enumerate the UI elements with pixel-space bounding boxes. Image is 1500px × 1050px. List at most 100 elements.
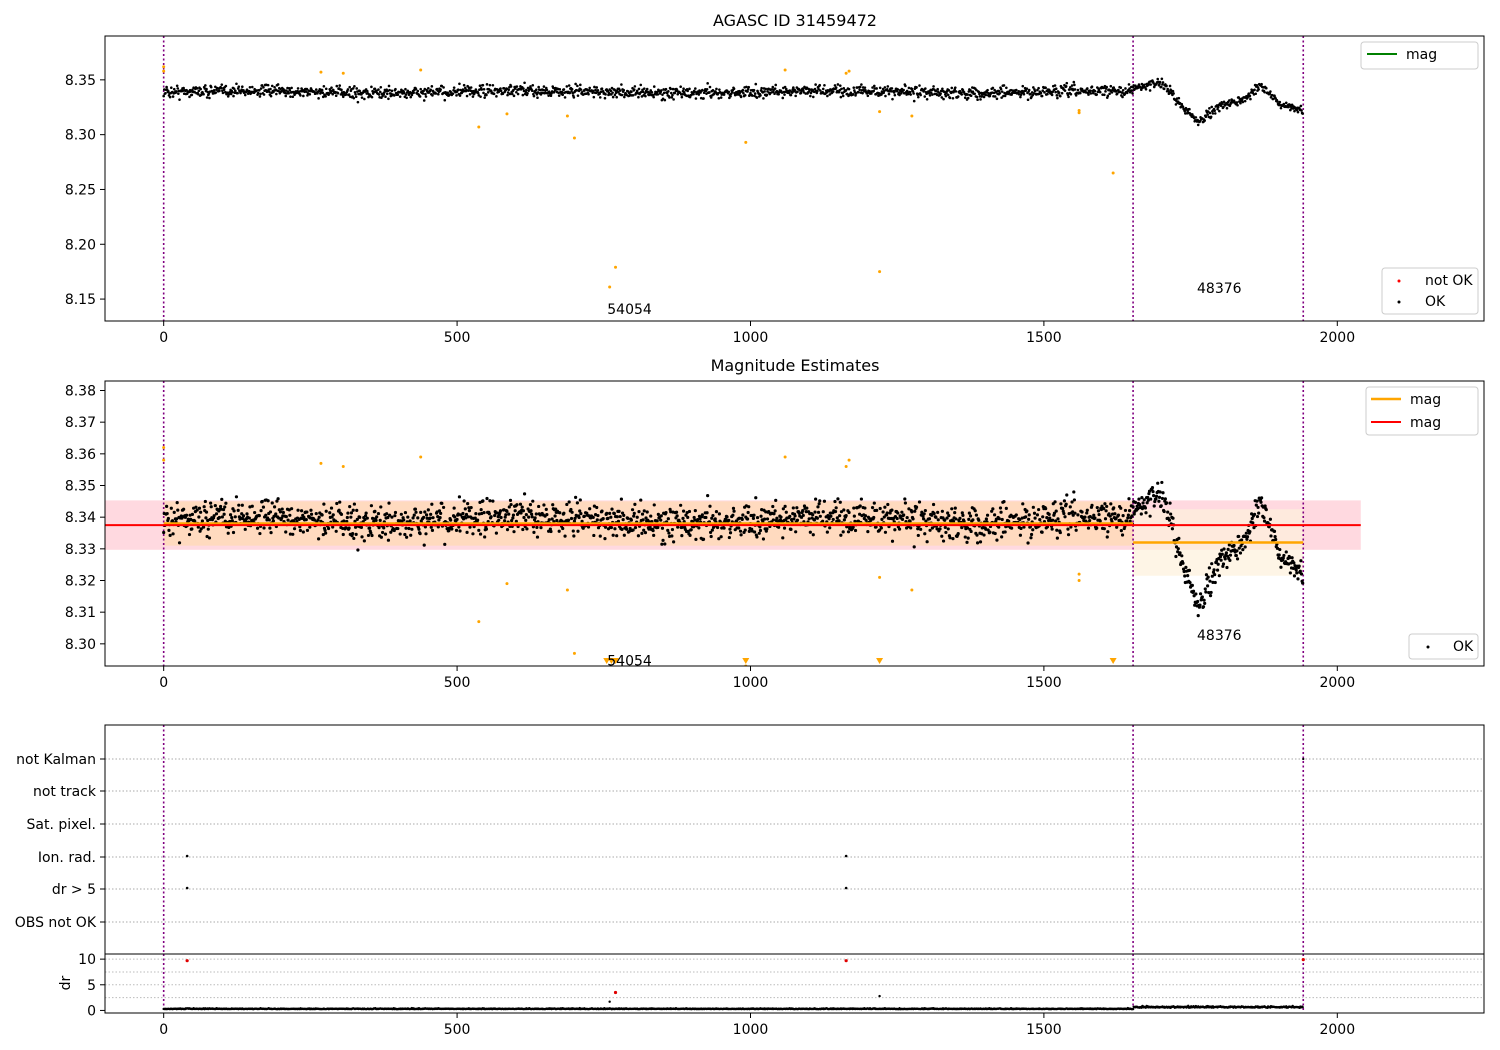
agasc-ok-point [1156, 77, 1160, 81]
magest-ok-point [1174, 554, 1178, 559]
agasc-ok-point [460, 91, 464, 95]
agasc-ok-point [170, 86, 173, 90]
agasc-ok-point [1293, 109, 1296, 113]
agasc-ok-point [1284, 101, 1288, 105]
magest-ok-point [514, 519, 518, 523]
magest-ok-point [321, 532, 325, 537]
magest-ok-point [234, 495, 239, 499]
magest-ok-point [224, 501, 228, 505]
agasc-ok-point [746, 87, 750, 91]
magest-ok-point [580, 519, 584, 523]
magest-ok-point [814, 497, 818, 501]
magest-ok-point [636, 534, 641, 538]
magest-ok-point [709, 534, 713, 539]
magest-ok-point [1178, 551, 1182, 555]
magest-ok-point [578, 509, 582, 513]
agasc-ok-point [793, 89, 797, 92]
magest-ok-point [680, 533, 684, 538]
agasc-ok-point [226, 95, 230, 98]
magest-ok-point [1203, 587, 1207, 591]
magest-ok-point [328, 511, 332, 515]
magest-excluded-point [878, 575, 882, 579]
magest-ok-point [1163, 497, 1167, 501]
agasc-ok-point [659, 89, 663, 92]
agasc-ok-point [253, 87, 256, 91]
agasc-ok-point [576, 84, 579, 88]
agasc-ok-point [893, 93, 897, 97]
agasc-ok-point [561, 93, 565, 97]
agasc-ok-point [610, 86, 614, 90]
magest-ok-point [932, 511, 936, 516]
agasc-ok-point [799, 91, 803, 95]
agasc-ok-point [236, 91, 239, 95]
agasc-ok-point [701, 88, 704, 92]
magest-ok-point [958, 516, 962, 520]
magest-ok-point [572, 534, 576, 538]
agasc-ok-point [1032, 86, 1035, 89]
agasc-ok-point [796, 90, 799, 94]
magest-ok-point [352, 502, 356, 506]
magest-ok-point [1063, 515, 1067, 519]
magest-excluded-point [844, 465, 848, 468]
magest-ok-point [1142, 498, 1146, 502]
magest-ok-point [264, 513, 268, 517]
magest-ok-point [1301, 581, 1305, 585]
agasc-ok-point [353, 90, 357, 94]
magest-ok-point [961, 513, 965, 517]
agasc-ok-point [1235, 101, 1239, 104]
agasc-ok-point [1140, 82, 1144, 86]
agasc-ok-point [1005, 86, 1008, 90]
magest-ok-point [728, 527, 732, 531]
agasc-ok-point [811, 95, 815, 99]
agasc-ok-point [222, 88, 226, 92]
agasc-ok-point [353, 84, 356, 88]
magest-ok-point [296, 508, 300, 512]
magest-ok-point [789, 527, 793, 532]
magest-ok-point [1208, 579, 1212, 583]
agasc-excluded-point [162, 69, 166, 73]
agasc-ok-point [911, 90, 915, 93]
agasc-ok-point [591, 89, 595, 93]
magest-ok-point [413, 507, 418, 511]
magest-lower-limit-marker [742, 658, 750, 664]
magest-ok-point [1245, 535, 1250, 539]
agasc-ok-point [266, 83, 270, 87]
magest-ok-point [1056, 517, 1060, 521]
magest-ok-point [890, 539, 895, 543]
magest-ok-point [1223, 557, 1227, 561]
agasc-ok-point [896, 88, 900, 91]
magest-ok-point [1292, 574, 1297, 578]
agasc-ok-point [276, 83, 280, 86]
agasc-ok-point [442, 86, 445, 89]
magest-ok-point [286, 518, 290, 522]
agasc-ok-point [221, 91, 225, 95]
magest-ok-point [383, 532, 388, 536]
magest-ok-point [1235, 557, 1240, 561]
magest-ok-point [738, 529, 743, 533]
agasc-ok-point [1033, 89, 1037, 93]
magest-ok-point [586, 525, 591, 529]
magest-ok-point [612, 511, 616, 516]
agasc-ok-point [910, 87, 914, 91]
magest-ok-point [194, 505, 198, 509]
magest-ok-point [364, 511, 368, 515]
magest-ok-point [619, 497, 623, 501]
agasc-ok-point [631, 93, 635, 97]
magest-ok-point [1040, 530, 1044, 534]
magest-ok-point [588, 507, 592, 511]
magest-ok-point [450, 527, 454, 531]
magest-ok-point [529, 509, 533, 513]
agasc-ok-point [430, 85, 434, 88]
magest-ok-point [1277, 553, 1281, 557]
magest-ok-point [1064, 502, 1068, 506]
agasc-ok-point [549, 94, 553, 98]
magest-ok-point [544, 507, 548, 511]
agasc-ok-point [891, 97, 894, 101]
magest-ok-point [755, 535, 759, 539]
magest-ok-point [710, 528, 714, 532]
magest-ok-point [462, 499, 466, 503]
agasc-ok-point [1050, 93, 1054, 97]
magest-ok-point [632, 511, 636, 515]
agasc-ok-point [1069, 92, 1073, 96]
